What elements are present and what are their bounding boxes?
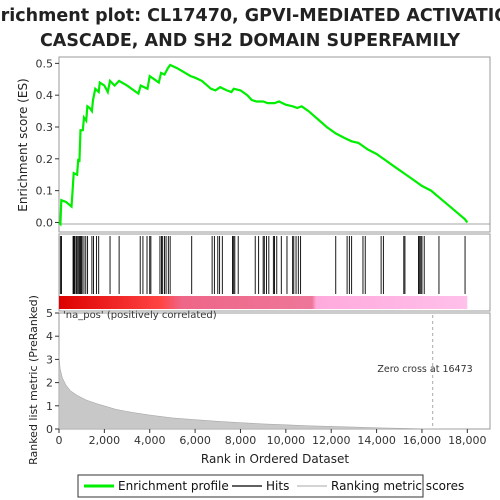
metric-y-tick-label: 4: [46, 330, 53, 343]
x-tick-label: 14,000: [357, 434, 396, 447]
x-tick-label: 8,000: [225, 434, 257, 447]
metric-panel-frame: [58, 312, 491, 430]
zero-cross-annotation: Zero cross at 16473: [377, 364, 472, 375]
x-tick-label: 10,000: [267, 434, 306, 447]
x-tick-label: 2,000: [89, 434, 121, 447]
metric-y-tick-label: 0: [46, 423, 53, 436]
x-tick-label: 16,000: [403, 434, 442, 447]
es-y-tick-label: 0.0: [36, 216, 54, 229]
metric-y-tick-label: 5: [46, 307, 53, 320]
positive-correlation-label: 'na_pos' (positively correlated): [63, 310, 217, 321]
es-y-axis-ticks: 0.0 0.1 0.2 0.3 0.4 0.5: [36, 57, 59, 229]
metric-y-axis-label: Ranked list metric (PreRanked): [27, 295, 40, 465]
es-y-tick-label: 0.2: [36, 153, 54, 166]
legend-label-metric: Ranking metric scores: [331, 479, 464, 493]
chart-title-line1: Enrichment plot: CL17470, GPVI-MEDIATED …: [0, 6, 500, 26]
ranking-metric-area: [58, 354, 468, 430]
metric-y-axis-ticks: 0 1 2 3 4 5: [46, 307, 59, 436]
rank-color-bar: [59, 296, 468, 309]
x-tick-label: 4,000: [134, 434, 166, 447]
es-y-tick-label: 0.1: [36, 185, 54, 198]
metric-y-tick-label: 2: [46, 377, 53, 390]
es-y-axis-label: Enrichment score (ES): [16, 78, 30, 211]
legend-label-hits: Hits: [266, 479, 289, 493]
enrichment-profile-line: [58, 63, 469, 227]
metric-y-tick-label: 1: [46, 400, 53, 413]
metric-y-tick-label: 3: [46, 353, 53, 366]
x-axis-label: Rank in Ordered Dataset: [201, 452, 349, 466]
es-y-tick-label: 0.3: [36, 121, 54, 134]
es-y-tick-label: 0.4: [36, 89, 54, 102]
x-tick-label: 18,000: [448, 434, 487, 447]
x-tick-label: 6,000: [179, 434, 211, 447]
x-tick-label: 12,000: [312, 434, 351, 447]
x-tick-label: 0: [56, 434, 63, 447]
chart-title-line2: CASCADE, AND SH2 DOMAIN SUPERFAMILY: [40, 31, 460, 51]
legend-label-enrichment: Enrichment profile: [118, 479, 229, 493]
es-panel-frame: [58, 56, 491, 233]
hit-lines: [59, 236, 466, 294]
x-axis-ticks: 0 2,000 4,000 6,000 8,000 10,000 12,000 14,000 1…: [56, 429, 487, 447]
es-y-tick-label: 0.5: [36, 57, 54, 70]
